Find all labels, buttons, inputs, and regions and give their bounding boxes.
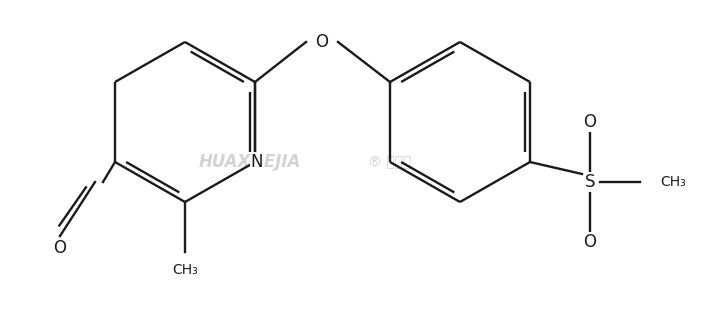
Text: CH₃: CH₃ bbox=[660, 175, 686, 189]
Text: HUAXUEJIA: HUAXUEJIA bbox=[199, 153, 301, 171]
Text: S: S bbox=[585, 173, 596, 191]
Text: CH₃: CH₃ bbox=[172, 263, 198, 277]
Text: O: O bbox=[315, 33, 329, 51]
Text: O: O bbox=[584, 233, 596, 251]
Text: N: N bbox=[251, 153, 263, 171]
Text: ® 化学加: ® 化学加 bbox=[368, 155, 412, 169]
Text: O: O bbox=[584, 113, 596, 131]
Text: O: O bbox=[54, 239, 66, 257]
